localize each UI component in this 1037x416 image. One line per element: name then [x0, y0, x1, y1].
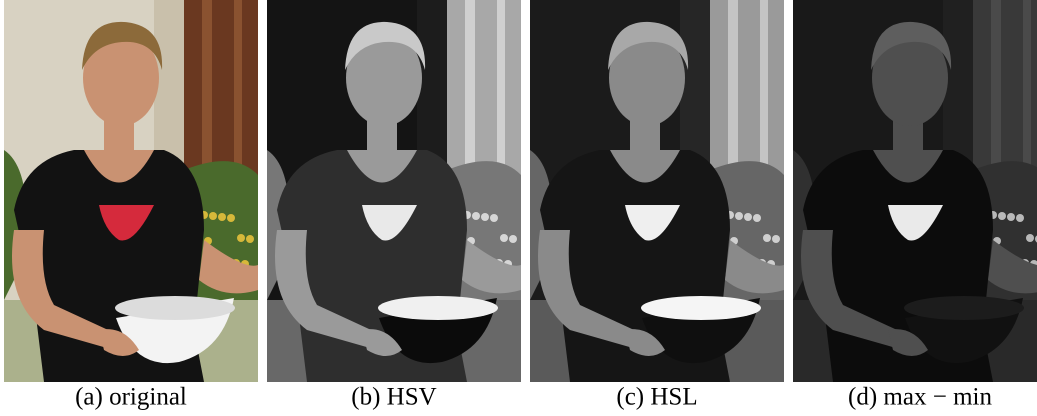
flower — [218, 213, 226, 221]
window-light — [991, 0, 1001, 170]
flower — [1016, 214, 1024, 222]
window-light — [234, 0, 242, 165]
flower — [1007, 213, 1015, 221]
window-light — [465, 0, 475, 170]
window-light — [1023, 0, 1031, 165]
window-frame — [710, 0, 784, 175]
flower — [772, 235, 780, 243]
bowl-rim — [641, 296, 761, 320]
window-frame — [184, 0, 258, 175]
flower — [1026, 234, 1034, 242]
flower — [209, 212, 217, 220]
flower — [753, 214, 761, 222]
flower — [237, 234, 245, 242]
flower — [490, 214, 498, 222]
flower — [998, 212, 1006, 220]
flower — [509, 235, 517, 243]
flower — [472, 212, 480, 220]
flower — [246, 235, 254, 243]
flower — [744, 213, 752, 221]
window-frame — [447, 0, 521, 175]
caption: (b) HSV — [351, 384, 436, 411]
photo — [267, 0, 521, 382]
bowl-rim — [115, 296, 235, 320]
caption: (d) max − min — [848, 384, 992, 411]
window-light — [728, 0, 738, 170]
caption: (c) HSL — [616, 384, 697, 411]
window-light — [202, 0, 212, 170]
caption: (a) original — [75, 384, 187, 411]
flower — [735, 212, 743, 220]
figure: (a) original (b) HSV (c) HSL (d) max − min — [0, 0, 1037, 416]
flower — [763, 234, 771, 242]
flower — [500, 234, 508, 242]
window-light — [497, 0, 505, 165]
bowl-rim — [378, 296, 498, 320]
flower — [227, 214, 235, 222]
window-light — [760, 0, 768, 165]
bowl-rim — [904, 296, 1024, 320]
photo — [793, 0, 1037, 382]
flower — [481, 213, 489, 221]
photo — [530, 0, 784, 382]
photo — [4, 0, 258, 382]
